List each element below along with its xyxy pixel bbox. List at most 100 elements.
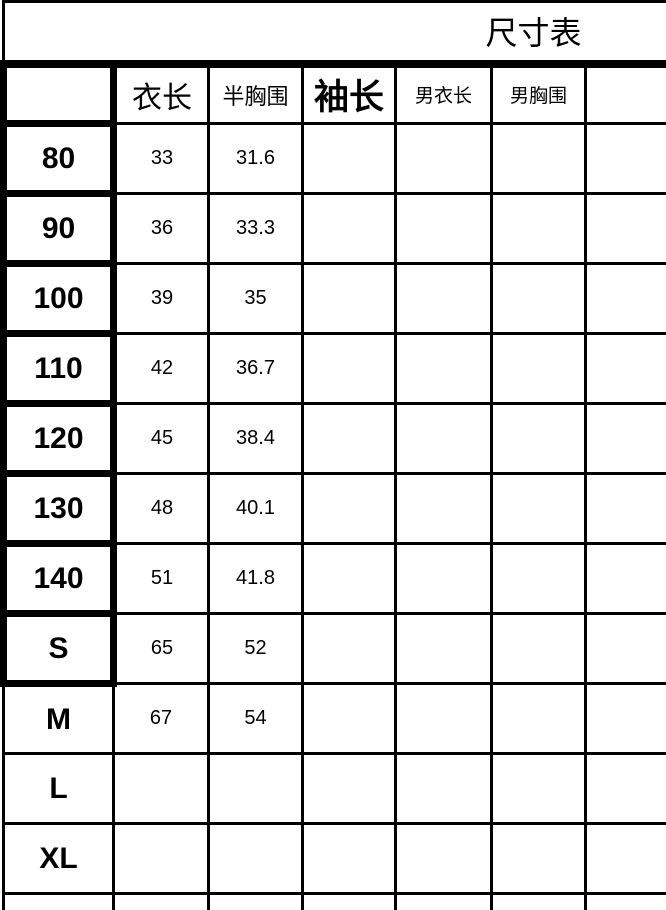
table-cell: 39 (112, 262, 210, 335)
table-cell: 51 (112, 542, 210, 615)
table-cell: 52 (207, 612, 304, 685)
table-cell (207, 892, 304, 910)
table-cell (490, 472, 587, 545)
table-cell (301, 542, 397, 615)
table-cell (394, 612, 493, 685)
table-row: 110 42 36.7 (0, 330, 666, 407)
table-cell (490, 612, 587, 685)
table-cell: 38.4 (207, 402, 304, 475)
table-row: 100 39 35 (0, 260, 666, 337)
table-cell (583, 262, 666, 335)
corner-header-cell (0, 60, 117, 127)
table-row: 140 51 41.8 (0, 540, 666, 617)
table-cell (394, 332, 493, 405)
table-cell: 54 (207, 682, 304, 755)
table-cell (394, 472, 493, 545)
table-cell (583, 822, 666, 895)
table-cell (394, 122, 493, 195)
table-cell (394, 822, 493, 895)
table-cell (394, 752, 493, 825)
table-cell (301, 122, 397, 195)
table-cell (394, 892, 493, 910)
table-cell: 31.6 (207, 122, 304, 195)
table-cell (112, 892, 210, 910)
table-cell (490, 542, 587, 615)
table-cell: 67 (112, 682, 210, 755)
row-label: 120 (0, 400, 117, 477)
table-cell (490, 192, 587, 265)
table-cell (301, 892, 397, 910)
table-cell (207, 752, 304, 825)
row-label: 80 (0, 120, 117, 197)
table-cell (490, 752, 587, 825)
table-row: M 67 54 (2, 682, 666, 755)
table-cell (490, 122, 587, 195)
table-cell: 40.1 (207, 472, 304, 545)
table-cell (301, 332, 397, 405)
table-cell (583, 192, 666, 265)
table-cell: 36 (112, 192, 210, 265)
row-label: L (2, 752, 115, 825)
column-header-blank (583, 62, 666, 125)
table-cell (583, 612, 666, 685)
table-cell (583, 402, 666, 475)
row-label: M (2, 682, 115, 755)
table-cell (301, 192, 397, 265)
table-cell (583, 682, 666, 755)
table-row: 90 36 33.3 (0, 190, 666, 267)
table-cell (490, 262, 587, 335)
column-header-half-chest: 半胸围 (207, 62, 304, 125)
table-cell: 42 (112, 332, 210, 405)
table-cell (112, 752, 210, 825)
row-label (2, 892, 115, 910)
column-header-men-clothing-length: 男衣长 (394, 62, 493, 125)
row-label: XL (2, 822, 115, 895)
table-cell (583, 332, 666, 405)
table-cell (583, 892, 666, 910)
table-cell: 35 (207, 262, 304, 335)
row-label: 130 (0, 470, 117, 547)
table-cell (490, 892, 587, 910)
table-cell (490, 682, 587, 755)
table-cell (490, 402, 587, 475)
table-row: 120 45 38.4 (0, 400, 666, 477)
table-cell (394, 262, 493, 335)
row-label: S (0, 610, 117, 687)
table-cell (112, 822, 210, 895)
table-cell (583, 542, 666, 615)
table-cell: 65 (112, 612, 210, 685)
table-row: 130 48 40.1 (0, 470, 666, 547)
table-row: 80 33 31.6 (0, 120, 666, 197)
table-cell (583, 122, 666, 195)
table-row: L (2, 752, 666, 825)
table-cell (301, 262, 397, 335)
table-cell (394, 192, 493, 265)
table-row: XL (2, 822, 666, 895)
table-cell (490, 822, 587, 895)
table-cell (394, 402, 493, 475)
table-cell (583, 752, 666, 825)
table-cell (301, 612, 397, 685)
column-header-clothing-length: 衣长 (112, 62, 210, 125)
table-row (2, 892, 666, 910)
table-cell (301, 682, 397, 755)
column-header-men-chest: 男胸围 (490, 62, 587, 125)
table-cell (301, 472, 397, 545)
table-cell (394, 542, 493, 615)
table-cell (301, 402, 397, 475)
table-cell (394, 682, 493, 755)
table-cell: 33 (112, 122, 210, 195)
table-cell: 48 (112, 472, 210, 545)
row-label: 90 (0, 190, 117, 267)
table-cell (207, 822, 304, 895)
table-cell (583, 472, 666, 545)
row-label: 140 (0, 540, 117, 617)
row-label: 100 (0, 260, 117, 337)
row-label: 110 (0, 330, 117, 407)
table-cell (301, 822, 397, 895)
table-cell (301, 752, 397, 825)
column-header-sleeve-length: 袖长 (301, 62, 397, 125)
table-cell: 41.8 (207, 542, 304, 615)
